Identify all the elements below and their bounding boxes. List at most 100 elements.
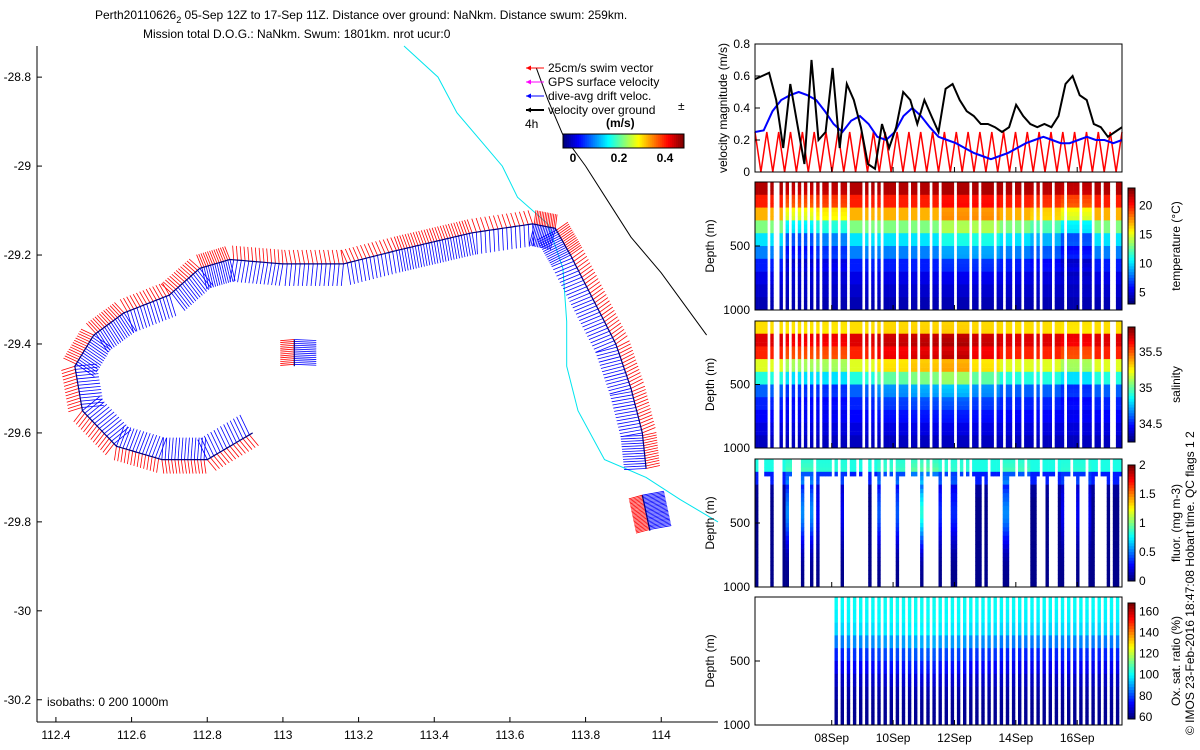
swim-vector (162, 282, 170, 296)
section-cell (984, 380, 988, 385)
section-cell (966, 297, 970, 302)
section-cell (1097, 301, 1101, 307)
legend-label: velocity over ground (548, 103, 655, 117)
section-cell (1054, 194, 1059, 200)
section-cell (840, 329, 844, 334)
drift-vector (621, 442, 644, 445)
section-cell (764, 305, 768, 311)
section-cell (996, 350, 1000, 356)
section-cell (803, 241, 808, 247)
swim-vector (497, 214, 503, 229)
section-cell (959, 280, 964, 285)
section-cell (956, 422, 961, 428)
section-cell (758, 182, 762, 187)
section-cell (825, 216, 829, 221)
section-cell (984, 376, 988, 381)
section-cell (1097, 237, 1101, 243)
section-cell (923, 329, 927, 334)
section-cell (981, 439, 985, 444)
section-cell (975, 414, 979, 419)
swim-vector (239, 246, 242, 261)
drift-vector (171, 292, 186, 311)
section-cell (843, 397, 848, 402)
section-cell (932, 297, 936, 302)
drift-vector (412, 246, 417, 269)
velocity-y-tick-label: 0.8 (733, 37, 750, 51)
section-cell (975, 254, 979, 260)
section-cell (871, 241, 875, 247)
section-cell (865, 346, 869, 351)
section-cell (785, 443, 789, 449)
section-cell (990, 275, 994, 281)
section-cell (1024, 241, 1028, 247)
section-cell (920, 359, 924, 364)
section-cell (1045, 250, 1049, 255)
section-cell (810, 435, 814, 440)
section-cell (831, 190, 835, 196)
section-cell (1048, 186, 1052, 191)
section-cell (764, 263, 768, 268)
section-cell (1024, 203, 1028, 208)
section-cell (803, 211, 808, 217)
section-cell (920, 388, 924, 394)
section-cell (1103, 284, 1108, 289)
section-cell (898, 405, 903, 411)
drift-vector (623, 460, 646, 463)
section-cell (1073, 207, 1077, 213)
section-cell (975, 388, 979, 394)
section-cell (1076, 199, 1080, 204)
section-cell (1042, 263, 1046, 268)
section-cell (883, 350, 887, 356)
swim-vector (177, 459, 181, 474)
section-cell (947, 388, 952, 394)
drift-vector (514, 226, 517, 249)
section-cell (822, 297, 826, 302)
section-cell (852, 280, 857, 285)
section-cell (803, 237, 808, 243)
section-cell (755, 350, 759, 356)
section-cell (1106, 263, 1111, 268)
section-cell (920, 224, 924, 230)
section-cell (963, 288, 967, 294)
section-cell (889, 203, 893, 208)
section-cell (779, 363, 783, 368)
section-cell (1042, 207, 1046, 213)
section-cell (898, 422, 903, 428)
section-cell (944, 342, 948, 347)
section-cell (911, 439, 915, 444)
section-cell (975, 431, 979, 436)
section-cell (1060, 254, 1065, 260)
section-cell (1076, 224, 1080, 230)
section-cell (797, 414, 802, 419)
section-cell (761, 329, 765, 334)
swim-vector (109, 305, 120, 317)
drift-vector (593, 340, 615, 350)
swim-vector (266, 248, 269, 263)
section-cell (920, 207, 924, 213)
drift-vector (294, 363, 317, 366)
section-cell (855, 337, 860, 343)
section-cell (803, 414, 808, 419)
swim-vector (242, 438, 253, 450)
section-cell (966, 280, 970, 285)
section-cell (950, 305, 955, 311)
section-cell (1008, 228, 1013, 234)
section-cell (932, 237, 936, 243)
section-cell (1115, 199, 1120, 204)
section-cell (1045, 284, 1049, 289)
section-cell (901, 220, 906, 225)
section-cell (831, 250, 835, 255)
section-cell (1085, 211, 1089, 217)
section-cell (1036, 280, 1040, 285)
section-cell (947, 431, 952, 436)
section-cell (966, 426, 970, 432)
section-cell (944, 228, 948, 234)
section-cell (1115, 292, 1120, 298)
section-cell (770, 250, 774, 255)
section-cell (941, 305, 945, 311)
swim-vector (570, 246, 583, 256)
section-cell (1088, 284, 1092, 289)
section-cell (843, 263, 848, 268)
section-cell (923, 246, 927, 251)
section-cell (1097, 199, 1101, 204)
